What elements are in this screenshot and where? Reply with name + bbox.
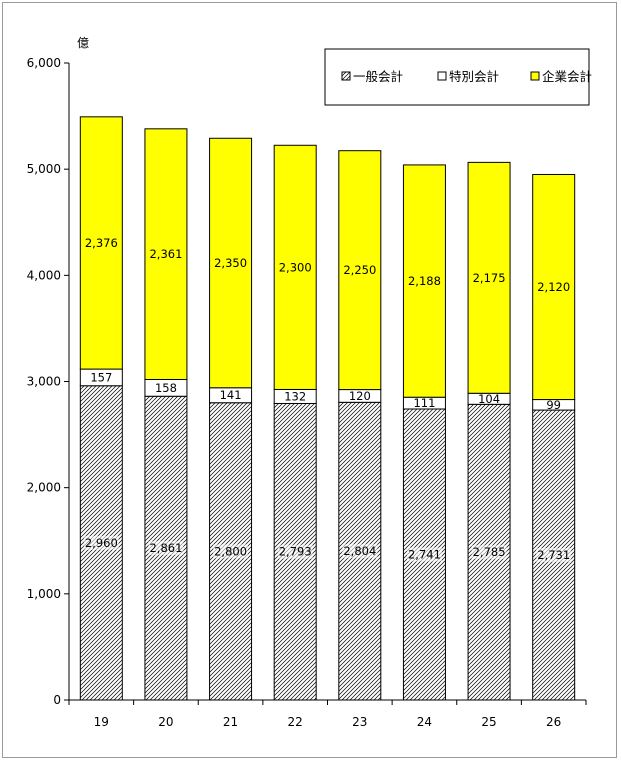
bar-segment-2 [273, 144, 317, 390]
data-label: 158 [155, 381, 177, 395]
data-label: 2,376 [85, 236, 118, 250]
data-label: 2,861 [149, 541, 182, 555]
x-tick-label: 19 [94, 715, 109, 729]
bar-segment-2 [209, 137, 253, 389]
data-label: 2,188 [408, 274, 441, 288]
data-label-bg [148, 541, 184, 556]
data-label: 141 [220, 388, 242, 402]
x-tick-label: 24 [417, 715, 432, 729]
legend-label-1: 特別会計 [449, 69, 499, 84]
y-tick-label: 4,000 [27, 268, 61, 282]
data-label: 2,731 [537, 548, 570, 562]
data-label: 99 [546, 398, 561, 412]
x-tick-label: 20 [158, 715, 173, 729]
data-label: 132 [284, 389, 306, 403]
data-label: 157 [90, 370, 112, 384]
data-label: 2,960 [85, 536, 118, 550]
data-label: 104 [478, 392, 500, 406]
data-label-bg [83, 535, 119, 550]
data-label-bg [406, 547, 442, 562]
data-label: 111 [413, 396, 435, 410]
bar-segment-2 [402, 164, 446, 398]
data-label-bg [277, 544, 313, 559]
bar-segment-2 [144, 128, 188, 380]
y-unit-label: 億 [77, 36, 89, 50]
legend-box [324, 48, 590, 106]
legend-swatch-1 [437, 71, 447, 81]
data-label: 2,804 [343, 544, 376, 558]
bar-segment-2 [467, 161, 511, 394]
stacked-bar-chart: 0 1,000 2,000 3,000 4,000 5,000 6,000 億 19 20 21 22… [27, 36, 592, 729]
x-tick-label: 22 [288, 715, 303, 729]
y-tick-label: 3,000 [27, 375, 61, 389]
data-label: 2,785 [473, 545, 506, 559]
y-tick-label: 2,000 [27, 481, 61, 495]
legend-label-2: 企業会計 [542, 69, 592, 84]
legend-swatch-0 [341, 71, 351, 81]
data-label: 2,250 [343, 263, 376, 277]
bar-segment-2 [532, 173, 576, 401]
data-label-bg [471, 545, 507, 560]
bar-segment-2 [79, 116, 123, 370]
data-label: 2,800 [214, 544, 247, 558]
x-tick-label: 25 [481, 715, 496, 729]
x-tick-label: 21 [223, 715, 238, 729]
data-label-bg [536, 548, 572, 563]
y-tick-label: 5,000 [27, 162, 61, 176]
y-tick-label: 1,000 [27, 587, 61, 601]
y-tick-label: 6,000 [27, 56, 61, 70]
data-label: 2,361 [149, 247, 182, 261]
legend-swatch-2 [530, 71, 540, 81]
data-label: 2,120 [537, 280, 570, 294]
data-label-bg [342, 544, 378, 559]
data-label: 2,793 [279, 545, 312, 559]
data-label: 2,300 [279, 260, 312, 274]
data-label: 2,175 [473, 271, 506, 285]
x-tick-label: 23 [352, 715, 367, 729]
data-label: 120 [349, 389, 371, 403]
x-tick-label: 26 [546, 715, 561, 729]
data-label: 2,741 [408, 547, 441, 561]
data-label-bg [213, 544, 249, 559]
legend-label-0: 一般会計 [353, 69, 403, 84]
bar-segment-2 [338, 150, 382, 391]
y-tick-label: 0 [53, 693, 61, 707]
data-label: 2,350 [214, 256, 247, 270]
